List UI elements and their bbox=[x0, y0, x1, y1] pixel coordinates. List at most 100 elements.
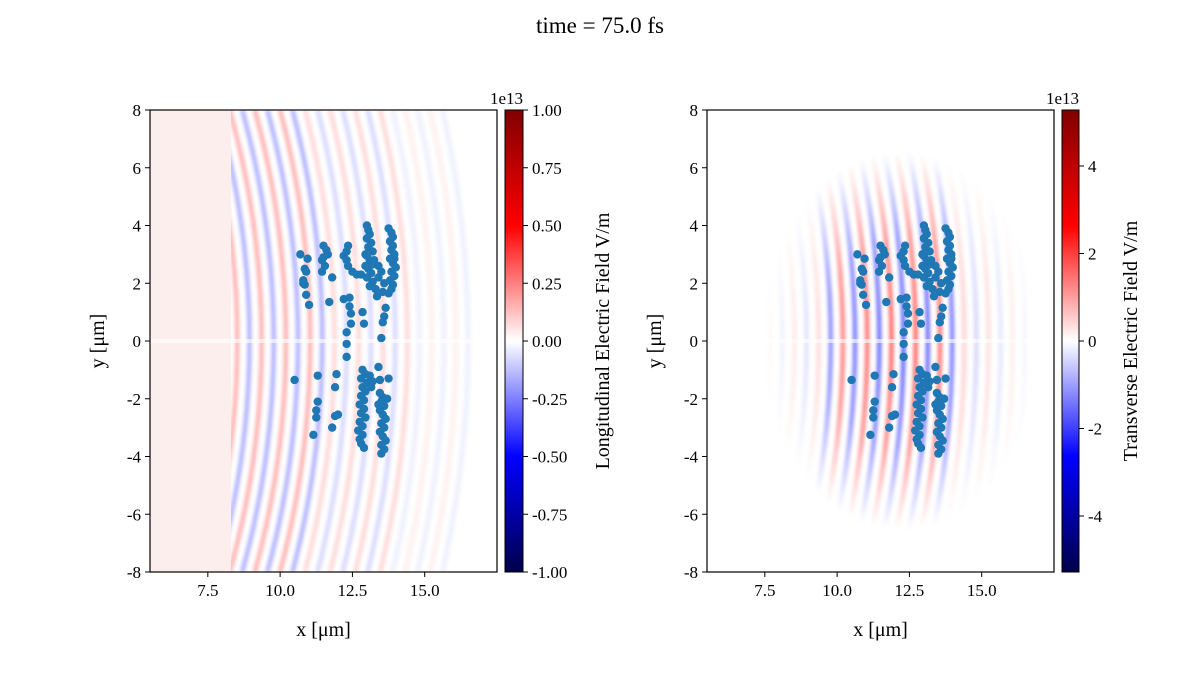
particle-point bbox=[374, 273, 383, 282]
colorbar-tick-label: -1.00 bbox=[532, 563, 567, 582]
particle-point bbox=[312, 406, 321, 415]
colorbar-offset-text: 1e13 bbox=[490, 89, 523, 108]
colorbar-tick-label: 0.75 bbox=[532, 159, 562, 178]
colorbar-1: 1.00 0.75 0.50 0.25 0.00 -0.25 -0.50 -0.75 -1.00… bbox=[490, 89, 614, 582]
particle-point bbox=[899, 339, 908, 349]
colorbar-tick-label: 4 bbox=[1088, 157, 1097, 176]
particle-point bbox=[861, 300, 871, 310]
axes-1: 7.5 10.0 12.5 15.0 8 6 4 2 0 -2 -4 -6 -8 x [μm] y [μm] bbox=[87, 101, 498, 641]
particle-point bbox=[889, 370, 898, 379]
particle-point bbox=[377, 333, 386, 343]
particle-point bbox=[932, 375, 942, 385]
y-tick-label: -2 bbox=[684, 390, 698, 409]
y-tick-label: 8 bbox=[690, 101, 699, 120]
particle-point bbox=[884, 423, 894, 432]
y-tick-label: -2 bbox=[127, 390, 141, 409]
x-tick-label: 12.5 bbox=[338, 581, 368, 600]
particle-point bbox=[313, 397, 322, 406]
particle-point bbox=[900, 261, 910, 271]
x-tick-label: 10.0 bbox=[265, 581, 295, 600]
particle-point bbox=[299, 279, 308, 288]
x-tick-label: 12.5 bbox=[895, 581, 925, 600]
colorbar-tick-label: -0.50 bbox=[532, 448, 567, 467]
particle-point bbox=[919, 273, 929, 282]
particle-point bbox=[368, 247, 377, 256]
particle-point bbox=[327, 273, 337, 282]
particle-point bbox=[374, 400, 383, 409]
particle-point bbox=[890, 410, 900, 419]
y-tick-label: 6 bbox=[133, 159, 142, 178]
y-tick-label: 4 bbox=[133, 217, 142, 236]
colorbar-offset-text: 1e13 bbox=[1046, 89, 1079, 108]
particle-point bbox=[903, 309, 913, 318]
particle-point bbox=[899, 352, 908, 362]
x-axis-label: x [μm] bbox=[296, 619, 351, 641]
particle-point bbox=[319, 253, 328, 262]
particle-scatter bbox=[290, 221, 400, 458]
particle-point bbox=[377, 449, 386, 458]
particle-point bbox=[858, 267, 868, 276]
particle-point bbox=[899, 247, 908, 256]
particle-point bbox=[860, 254, 869, 263]
particle-point bbox=[931, 273, 940, 282]
particle-point bbox=[342, 328, 351, 337]
particle-point bbox=[856, 279, 865, 288]
particle-point bbox=[918, 413, 927, 422]
particle-point bbox=[372, 292, 382, 301]
particle-point bbox=[374, 362, 383, 372]
particle-point bbox=[320, 261, 330, 271]
colorbar-tick-label: 1.00 bbox=[532, 101, 562, 120]
y-axis-label: y [μm] bbox=[87, 314, 109, 369]
particle-point bbox=[899, 328, 908, 337]
particle-point bbox=[916, 443, 926, 453]
particle-point bbox=[356, 374, 366, 383]
particle-point bbox=[309, 430, 318, 440]
particle-point bbox=[928, 284, 937, 294]
particle-point bbox=[937, 312, 946, 321]
x-tick-label: 10.0 bbox=[822, 581, 852, 600]
colorbar-tick-label: 0.25 bbox=[532, 274, 562, 293]
colorbar-tick-label: -4 bbox=[1088, 507, 1103, 526]
particle-point bbox=[313, 371, 322, 380]
y-axis-label: y [μm] bbox=[644, 314, 666, 369]
particle-point bbox=[870, 397, 879, 406]
particle-point bbox=[869, 413, 878, 422]
particle-point bbox=[384, 374, 393, 383]
particle-point bbox=[362, 273, 372, 282]
x-tick-label: 7.5 bbox=[754, 581, 775, 600]
particle-point bbox=[342, 352, 351, 362]
y-tick-label: -6 bbox=[127, 505, 141, 524]
particle-point bbox=[390, 254, 399, 263]
particle-point bbox=[346, 319, 356, 328]
x-tick-label: 7.5 bbox=[197, 581, 218, 600]
particle-point bbox=[887, 383, 897, 392]
particle-point bbox=[359, 319, 369, 328]
y-tick-label: -4 bbox=[684, 448, 699, 467]
y-tick-label: 0 bbox=[133, 332, 142, 351]
x-tick-label: 15.0 bbox=[410, 581, 440, 600]
colorbar-gradient bbox=[504, 109, 524, 573]
particle-point bbox=[333, 410, 343, 419]
particle-point bbox=[926, 255, 936, 265]
particle-point bbox=[332, 370, 341, 379]
colorbar-tick-label: -0.75 bbox=[532, 505, 567, 524]
particle-point bbox=[312, 413, 321, 422]
y-tick-label: 2 bbox=[133, 274, 142, 293]
particle-point bbox=[359, 443, 369, 453]
particle-point bbox=[939, 394, 949, 403]
particle-point bbox=[931, 400, 940, 409]
particle-point bbox=[380, 312, 389, 321]
x-tick-label: 15.0 bbox=[967, 581, 997, 600]
particle-point bbox=[947, 254, 956, 263]
axis-gap bbox=[150, 339, 497, 343]
particle-point bbox=[935, 287, 944, 297]
particle-point bbox=[342, 339, 351, 349]
colorbar-tick-label: -0.25 bbox=[532, 390, 567, 409]
particle-point bbox=[916, 319, 926, 328]
particle-point bbox=[361, 250, 370, 259]
particle-point bbox=[375, 375, 385, 385]
colorbar-label: Transverse Electric Field V/m bbox=[1120, 220, 1142, 461]
particle-point bbox=[369, 255, 379, 265]
particle-point bbox=[345, 302, 354, 311]
particle-point bbox=[858, 290, 868, 299]
